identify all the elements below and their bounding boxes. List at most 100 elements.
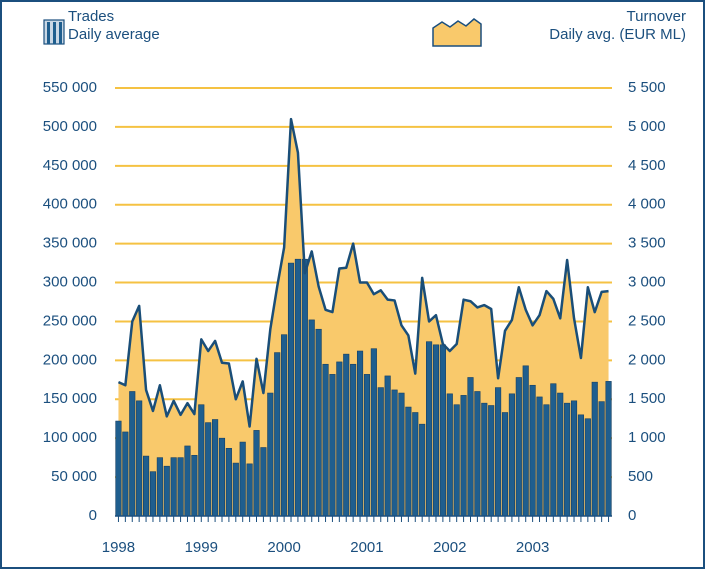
bar: [515, 377, 522, 517]
y-tick-label: 550 000: [43, 79, 97, 96]
bar: [598, 401, 605, 517]
bar: [143, 455, 150, 517]
y2-tick-label: 0: [628, 507, 636, 524]
bar: [205, 422, 212, 517]
bar: [322, 363, 329, 517]
bar: [584, 418, 591, 517]
bar: [432, 344, 440, 517]
x-tick-label: 2002: [433, 539, 466, 556]
bar: [232, 462, 239, 517]
bar: [405, 406, 412, 517]
bar: [370, 348, 377, 517]
bar: [384, 375, 391, 517]
bar: [163, 465, 170, 517]
bar: [287, 262, 295, 517]
x-tick-label: 2003: [516, 539, 549, 556]
bar: [218, 437, 226, 517]
bar: [508, 393, 515, 517]
bar: [301, 258, 308, 517]
bar: [212, 419, 219, 517]
y-tick-label: 0: [89, 507, 97, 524]
bar: [253, 430, 260, 517]
x-tick-label: 2000: [267, 539, 300, 556]
y-tick-label: 300 000: [43, 274, 97, 291]
legend-label: Trades: [68, 8, 114, 25]
bar: [391, 389, 398, 517]
bar: [136, 400, 143, 517]
y-tick-label: 100 000: [43, 429, 97, 446]
bar: [156, 457, 163, 517]
y2-tick-label: 5 000: [628, 118, 666, 135]
bar: [605, 381, 612, 517]
bar: [398, 392, 405, 517]
bar: [453, 404, 460, 517]
y2-tick-label: 1 500: [628, 390, 666, 407]
bar: [315, 328, 322, 517]
y-tick-label: 500 000: [43, 118, 97, 135]
bar: [412, 412, 419, 517]
bar: [343, 353, 350, 517]
y-tick-label: 400 000: [43, 196, 97, 213]
bar: [191, 455, 198, 517]
y2-tick-label: 5 500: [628, 79, 666, 96]
bar: [356, 350, 364, 517]
y2-tick-label: 4 500: [628, 157, 666, 174]
bar: [336, 361, 343, 517]
bar: [198, 404, 205, 517]
bar: [474, 391, 481, 517]
bar: [481, 402, 488, 517]
bar: [274, 352, 281, 517]
bar: [522, 365, 529, 517]
bar: [577, 414, 584, 517]
bar: [488, 405, 495, 517]
x-tick-label: 2001: [350, 539, 383, 556]
bar: [529, 384, 536, 517]
bar: [439, 344, 446, 517]
y-tick-label: 50 000: [51, 468, 97, 485]
bar: [446, 393, 453, 517]
bar: [281, 334, 288, 517]
y2-tick-label: 1 000: [628, 429, 666, 446]
legend-unit: Daily average: [68, 26, 160, 43]
y-tick-label: 250 000: [43, 312, 97, 329]
bar: [267, 392, 274, 517]
legend-area-icon: [432, 18, 482, 47]
bar: [115, 420, 122, 517]
bar: [184, 445, 191, 517]
y2-tick-label: 2 500: [628, 312, 666, 329]
bar: [350, 363, 357, 517]
y2-tick-label: 4 000: [628, 196, 666, 213]
y2-tick-label: 3 500: [628, 235, 666, 252]
bar: [149, 471, 157, 517]
y-tick-label: 350 000: [43, 235, 97, 252]
bar: [467, 377, 474, 517]
bar: [377, 387, 384, 517]
bar: [308, 319, 315, 517]
bar: [225, 447, 232, 517]
bar: [419, 423, 426, 517]
area-line: [117, 117, 609, 428]
bar: [170, 457, 177, 517]
y-tick-label: 150 000: [43, 390, 97, 407]
bar: [501, 412, 509, 517]
bar: [536, 396, 543, 517]
legend-unit: Daily avg. (EUR ML): [549, 26, 686, 43]
bar: [543, 404, 550, 517]
legend-label: Turnover: [627, 8, 686, 25]
bar: [129, 391, 136, 517]
x-tick-label: 1999: [185, 539, 218, 556]
bar: [591, 381, 598, 517]
bar: [239, 441, 246, 517]
bar: [294, 258, 301, 517]
bar: [260, 447, 267, 517]
legend-bar-icon: [43, 19, 65, 45]
bar: [557, 392, 564, 517]
bar: [570, 400, 578, 517]
bar: [363, 374, 371, 517]
bar: [329, 374, 336, 517]
bar: [426, 341, 433, 517]
bar: [460, 395, 467, 517]
y2-tick-label: 500: [628, 468, 653, 485]
x-tick-label: 1998: [102, 539, 135, 556]
